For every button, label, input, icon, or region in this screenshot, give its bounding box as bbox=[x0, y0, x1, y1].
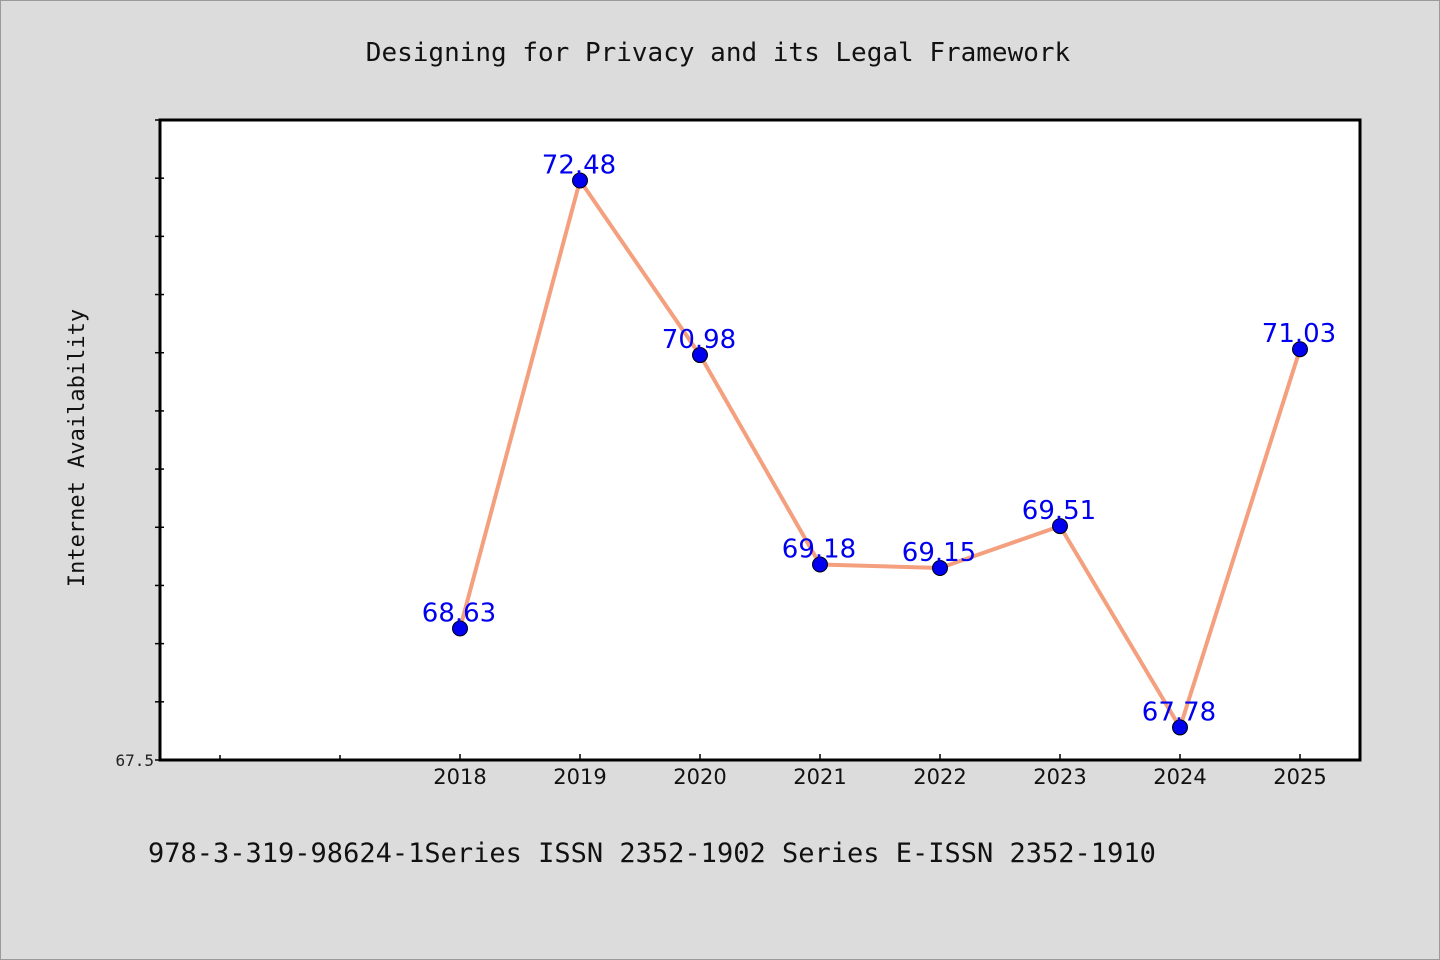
x-axis-ticks: 2018 2019 2020 2021 2022 2023 2024 2025 bbox=[219, 754, 1327, 789]
x-tick-label: 2020 bbox=[673, 765, 726, 789]
data-point bbox=[452, 620, 468, 637]
data-point bbox=[1292, 341, 1308, 358]
x-tick-label: 2024 bbox=[1153, 765, 1206, 789]
data-label: 70.98 bbox=[662, 325, 736, 355]
y-axis-ticks bbox=[155, 119, 164, 761]
data-labels: 68.63 72.48 70.98 69.18 69.15 69.51 67.78 71.03 bbox=[422, 151, 1336, 728]
x-tick-label: 2023 bbox=[1033, 765, 1086, 789]
y-tick-label: 67.5 bbox=[115, 751, 154, 770]
data-label: 68.63 bbox=[422, 599, 496, 629]
y-axis-label: Internet Availability bbox=[65, 309, 90, 587]
data-point bbox=[812, 556, 828, 573]
data-point bbox=[692, 347, 708, 364]
data-label: 67.78 bbox=[1142, 697, 1216, 727]
x-tick-label: 2021 bbox=[793, 765, 846, 789]
data-label: 69.51 bbox=[1022, 496, 1096, 526]
series-line bbox=[458, 178, 1302, 730]
data-label: 69.18 bbox=[782, 535, 856, 565]
data-point bbox=[1052, 518, 1068, 535]
plot-area bbox=[158, 118, 1362, 762]
data-label: 69.15 bbox=[902, 538, 976, 568]
x-tick-label: 2025 bbox=[1273, 765, 1326, 789]
series-line-group bbox=[458, 178, 1302, 730]
data-point bbox=[1172, 719, 1188, 736]
x-tick-label: 2022 bbox=[913, 765, 966, 789]
x-tick-label: 2018 bbox=[433, 765, 486, 789]
data-label: 71.03 bbox=[1262, 319, 1336, 349]
data-label: 72.48 bbox=[542, 151, 616, 181]
footer-isbn-text: 978-3-319-98624-1Series ISSN 2352-1902 S… bbox=[148, 838, 1156, 869]
data-point bbox=[572, 172, 588, 189]
chart-title: Designing for Privacy and its Legal Fram… bbox=[366, 38, 1071, 68]
x-tick-label: 2019 bbox=[553, 765, 606, 789]
data-markers bbox=[452, 172, 1308, 736]
data-point bbox=[932, 560, 948, 576]
